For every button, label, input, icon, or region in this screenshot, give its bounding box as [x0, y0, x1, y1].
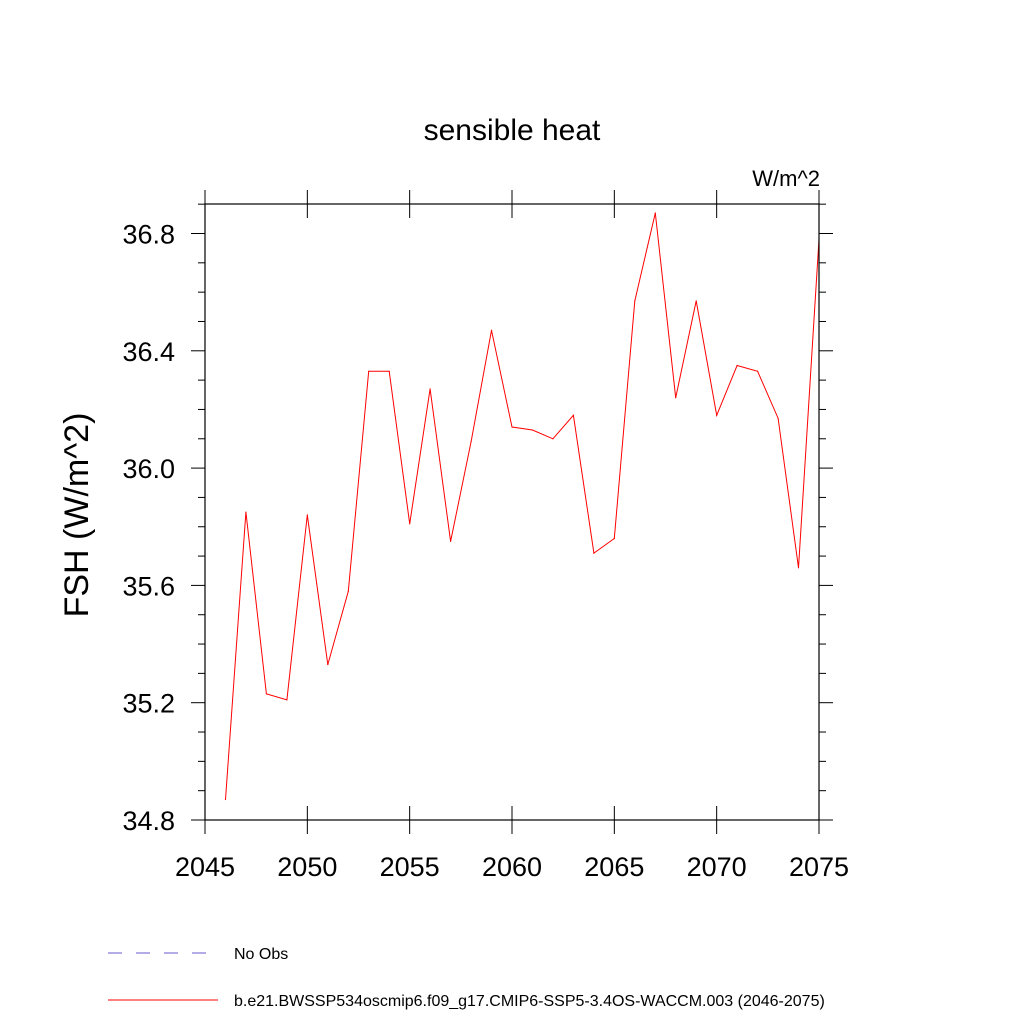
series-layer: [224, 212, 820, 801]
plot-frame: [204, 203, 820, 821]
x-tick-label: 2045: [175, 852, 235, 882]
data-point: [470, 441, 472, 443]
data-point: [757, 370, 759, 372]
chart-title: sensible heat: [424, 114, 601, 147]
data-point: [613, 537, 615, 540]
legend-label-model: b.e21.BWSSP534oscmip6.f09_g17.CMIP6-SSP5…: [234, 993, 825, 1010]
y-tick-label: 35.2: [122, 689, 175, 719]
data-point: [306, 514, 308, 516]
data-point: [716, 414, 718, 416]
data-point: [388, 370, 390, 372]
data-point: [531, 429, 534, 431]
data-point: [429, 388, 431, 390]
y-tick-label: 36.8: [122, 220, 175, 250]
x-tick-label: 2050: [277, 852, 337, 882]
legend-label-no-obs: No Obs: [234, 946, 288, 963]
data-point: [286, 699, 288, 701]
y-axis-label: FSH (W/m^2): [58, 413, 96, 618]
y-tick-label: 36.4: [122, 337, 175, 367]
data-point: [797, 567, 800, 569]
data-point: [224, 798, 227, 801]
data-point: [634, 300, 636, 302]
data-point: [327, 663, 329, 666]
data-point: [552, 438, 554, 440]
data-point: [675, 397, 677, 399]
axis-ticks: [191, 190, 833, 834]
data-point: [245, 511, 247, 513]
data-point: [511, 426, 513, 428]
units-label: W/m^2: [752, 166, 820, 191]
data-point: [490, 329, 493, 331]
data-point: [450, 540, 452, 543]
x-tick-label: 2070: [687, 852, 747, 882]
x-tick-label: 2060: [482, 852, 542, 882]
x-tick-labels: 2045 2050 2055 2060 2065 2070 2075: [175, 852, 849, 882]
y-tick-label: 36.0: [122, 454, 175, 484]
data-point: [654, 212, 656, 214]
data-point: [572, 414, 575, 416]
y-tick-label: 35.6: [122, 571, 175, 601]
x-tick-label: 2075: [789, 852, 849, 882]
y-tick-label: 34.8: [122, 806, 175, 836]
legend: No Obs b.e21.BWSSP534oscmip6.f09_g17.CMI…: [108, 946, 825, 1010]
data-point: [409, 523, 411, 525]
x-tick-label: 2055: [380, 852, 440, 882]
data-point: [736, 364, 738, 367]
data-point: [695, 300, 697, 302]
x-tick-label: 2065: [584, 852, 644, 882]
data-point: [777, 417, 779, 419]
data-point: [265, 693, 267, 695]
series-line: [225, 212, 820, 800]
y-tick-labels: 34.8 35.2 35.6 36.0 36.4 36.8: [122, 220, 175, 837]
data-point: [347, 590, 349, 592]
data-point: [368, 370, 370, 372]
data-point: [593, 552, 595, 554]
